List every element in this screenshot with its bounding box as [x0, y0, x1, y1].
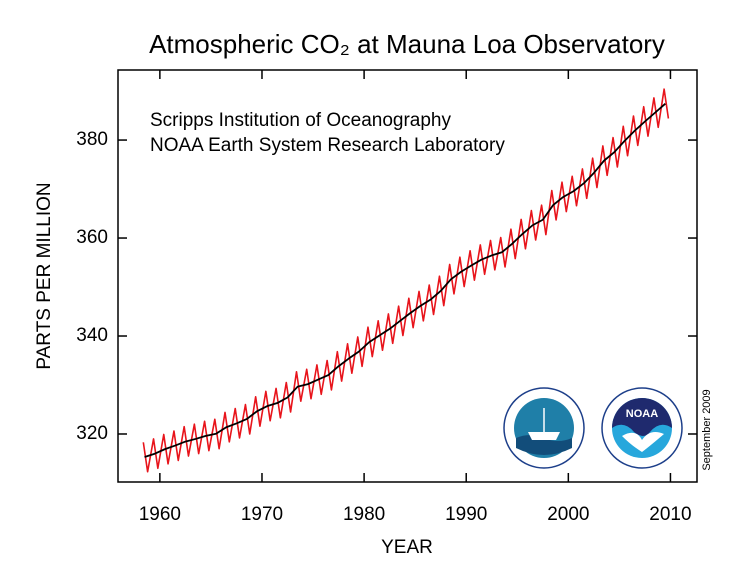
trend-line	[144, 102, 666, 458]
y-tick-label: 320	[76, 423, 108, 444]
date-note: September 2009	[701, 389, 713, 470]
plot-frame	[117, 69, 698, 483]
x-tick-label: 2000	[547, 504, 589, 525]
y-tick-label: 340	[76, 325, 108, 346]
scripps-logo	[503, 387, 585, 469]
x-tick-label: 2010	[649, 504, 691, 525]
y-tick-label: 360	[76, 227, 108, 248]
annotation: Scripps Institution of Oceanography	[150, 110, 452, 131]
y-tick-label: 380	[76, 129, 108, 150]
noaa-logo: NOAA	[601, 387, 683, 469]
x-tick-label: 1960	[139, 504, 181, 525]
x-tick-label: 1990	[445, 504, 487, 525]
chart-title: Atmospheric CO₂ at Mauna Loa Observatory	[149, 29, 665, 59]
x-tick-label: 1980	[343, 504, 385, 525]
annotation: NOAA Earth System Research Laboratory	[150, 135, 505, 156]
y-axis-label: PARTS PER MILLION	[34, 182, 55, 369]
x-axis-label: YEAR	[381, 537, 433, 558]
x-tick-label: 1970	[241, 504, 283, 525]
logo-label: NOAA	[626, 408, 658, 420]
